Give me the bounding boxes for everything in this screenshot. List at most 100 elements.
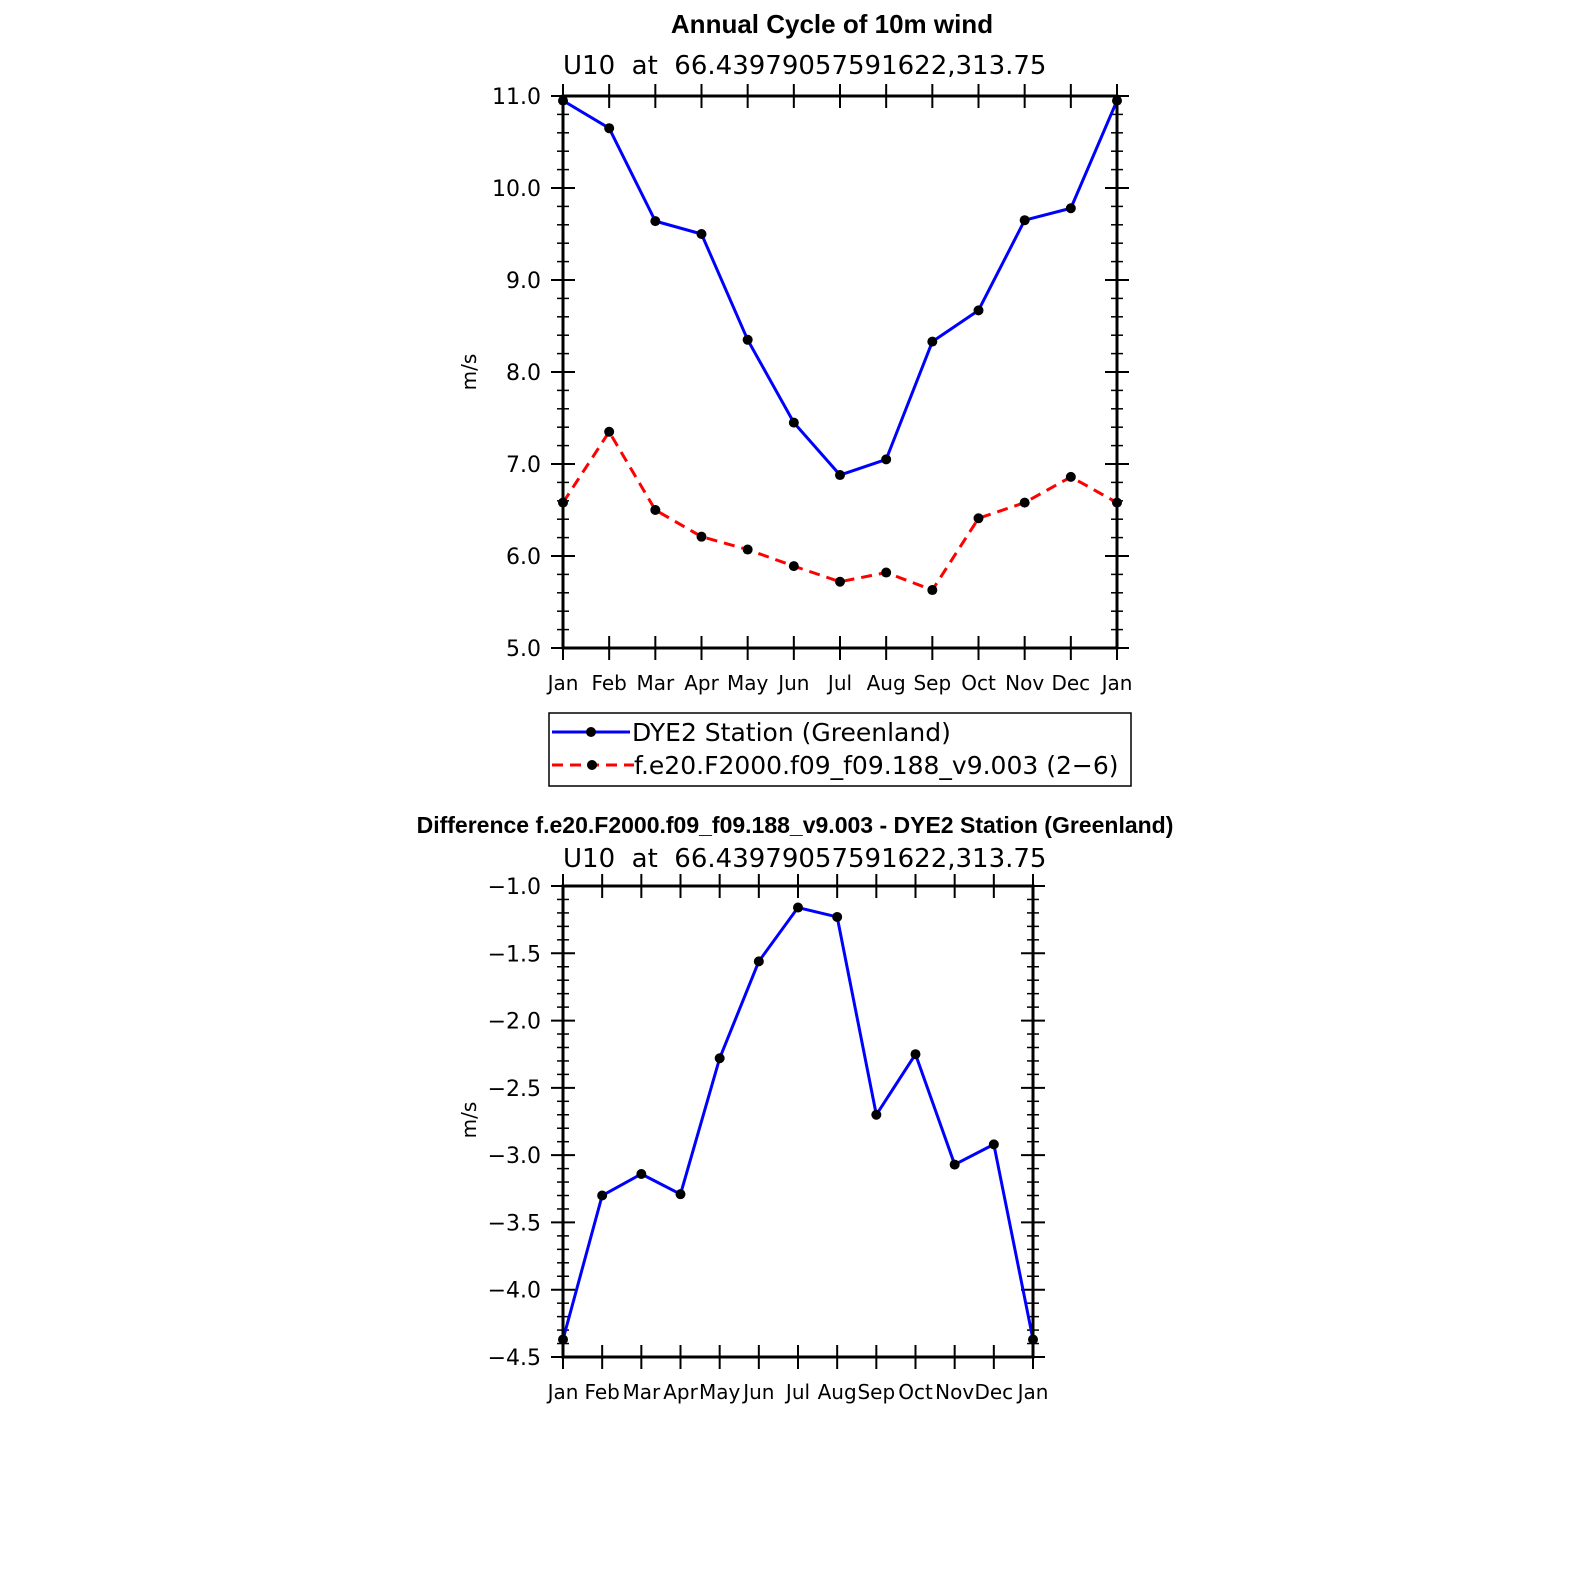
y-tick-label: −3.0 <box>488 1144 541 1169</box>
legend-item-dye2: DYE2 Station (Greenland) <box>552 718 951 747</box>
chart1-title: Annual Cycle of 10m wind <box>671 9 993 39</box>
y-tick-label: −4.0 <box>488 1279 541 1304</box>
data-point <box>604 426 615 437</box>
x-tick-label: Sep <box>857 1380 895 1404</box>
legend-marker-model <box>587 760 597 770</box>
legend-marker-dye2 <box>586 727 596 737</box>
data-point <box>927 336 938 347</box>
data-point <box>793 902 803 913</box>
x-tick-label: Aug <box>867 671 906 695</box>
series-line-0 <box>561 906 1035 1340</box>
legend-label-model: f.e20.F2000.f09_f09.188_v9.003 (2−6) <box>634 751 1119 780</box>
chart1-ylabel: m/s <box>457 354 481 391</box>
data-point <box>714 1053 725 1064</box>
data-point <box>753 956 764 967</box>
y-tick-label: −3.5 <box>488 1211 541 1236</box>
x-tick-label: Oct <box>961 671 996 695</box>
x-tick-label: Jan <box>1100 671 1133 695</box>
data-point <box>881 567 892 578</box>
data-point <box>788 417 799 428</box>
data-point <box>1019 215 1030 226</box>
data-point <box>835 470 845 481</box>
x-tick-label: Nov <box>1005 671 1044 695</box>
data-point <box>949 1159 960 1170</box>
data-point <box>973 513 984 524</box>
data-point <box>871 1109 882 1120</box>
chart1-series <box>558 95 1122 596</box>
y-tick-label: 6.0 <box>506 545 541 570</box>
chart1-ticks <box>551 84 1129 660</box>
data-point <box>696 229 707 239</box>
data-point <box>1019 497 1030 508</box>
chart2-ylabel: m/s <box>457 1102 481 1139</box>
y-tick-label: −2.5 <box>488 1077 541 1102</box>
data-point <box>910 1049 921 1060</box>
data-point <box>742 544 753 555</box>
y-tick-label: −2.0 <box>488 1010 541 1035</box>
chart1-legend: DYE2 Station (Greenland) f.e20.F2000.f09… <box>548 712 1132 787</box>
x-tick-label: Jun <box>776 671 809 695</box>
x-tick-label: Aug <box>818 1380 857 1404</box>
x-tick-label: Mar <box>636 671 675 695</box>
x-tick-label: Jul <box>826 671 852 695</box>
data-point <box>988 1139 999 1150</box>
data-point <box>675 1189 686 1200</box>
chart2-ticks <box>551 874 1045 1369</box>
x-tick-label: May <box>699 1380 741 1404</box>
x-tick-label: Jul <box>784 1380 810 1404</box>
chart2-title: Difference f.e20.F2000.f09_f09.188_v9.00… <box>417 812 1174 838</box>
x-tick-label: Jan <box>1016 1380 1049 1404</box>
x-tick-label: Nov <box>935 1380 974 1404</box>
y-tick-label: −4.5 <box>488 1346 541 1371</box>
data-point <box>1065 471 1076 482</box>
x-tick-label: Dec <box>1051 671 1090 695</box>
x-tick-label: Mar <box>622 1380 661 1404</box>
x-tick-label: Apr <box>684 671 719 695</box>
chart1-x-tick-labels: Jan Feb Mar Apr May Jun Jul Aug Sep Oct Nov Dec Jan <box>546 671 1133 695</box>
chart1-y-tick-labels: 5.0 6.0 7.0 8.0 9.0 10.0 11.0 <box>492 85 541 662</box>
series-line-0 <box>562 99 1119 477</box>
data-point <box>881 454 892 465</box>
chart2-y-tick-labels: −4.5 −4.0 −3.5 −3.0 −2.5 −2.0 −1.5 −1.0 <box>488 875 541 1371</box>
x-tick-label: Jun <box>741 1380 774 1404</box>
annual-cycle-chart: Annual Cycle of 10m wind U10 at 66.43979… <box>457 9 1133 787</box>
data-point <box>835 576 845 587</box>
legend-item-model: f.e20.F2000.f09_f09.188_v9.003 (2−6) <box>552 751 1119 780</box>
data-point <box>788 561 799 572</box>
data-point <box>973 305 984 316</box>
data-point <box>597 1190 608 1201</box>
data-point <box>742 334 753 345</box>
chart1-plot-frame <box>561 94 1119 650</box>
legend-box <box>548 712 1132 787</box>
y-tick-label: 8.0 <box>506 361 541 386</box>
data-point <box>650 216 661 227</box>
y-tick-label: 11.0 <box>492 85 541 110</box>
y-tick-label: 9.0 <box>506 269 541 294</box>
data-point <box>832 911 843 922</box>
chart2-x-tick-labels: Jan Feb Mar Apr May Jun Jul Aug Sep Oct Nov Dec Jan <box>546 1380 1049 1404</box>
data-point <box>604 123 615 134</box>
y-tick-label: −1.0 <box>488 875 541 900</box>
chart2-subtitle: U10 at 66.43979057591622,313.75 <box>563 844 1046 874</box>
x-tick-label: Jan <box>546 671 579 695</box>
y-tick-label: 5.0 <box>506 637 541 662</box>
y-tick-label: 10.0 <box>492 177 541 202</box>
x-tick-label: Feb <box>584 1380 619 1404</box>
x-tick-label: Oct <box>898 1380 933 1404</box>
x-tick-label: Feb <box>591 671 626 695</box>
data-point <box>650 505 661 515</box>
legend-label-dye2: DYE2 Station (Greenland) <box>632 718 951 747</box>
chart2-series <box>558 902 1038 1345</box>
x-tick-label: Apr <box>663 1380 698 1404</box>
data-point <box>696 531 707 542</box>
data-point <box>927 585 938 596</box>
data-point <box>636 1168 647 1179</box>
series-line-1 <box>561 430 1118 592</box>
y-tick-label: 7.0 <box>506 453 541 478</box>
y-tick-label: −1.5 <box>488 942 541 967</box>
x-tick-label: Dec <box>974 1380 1013 1404</box>
x-tick-label: Jan <box>546 1380 579 1404</box>
x-tick-label: May <box>727 671 769 695</box>
data-point <box>1065 203 1076 214</box>
